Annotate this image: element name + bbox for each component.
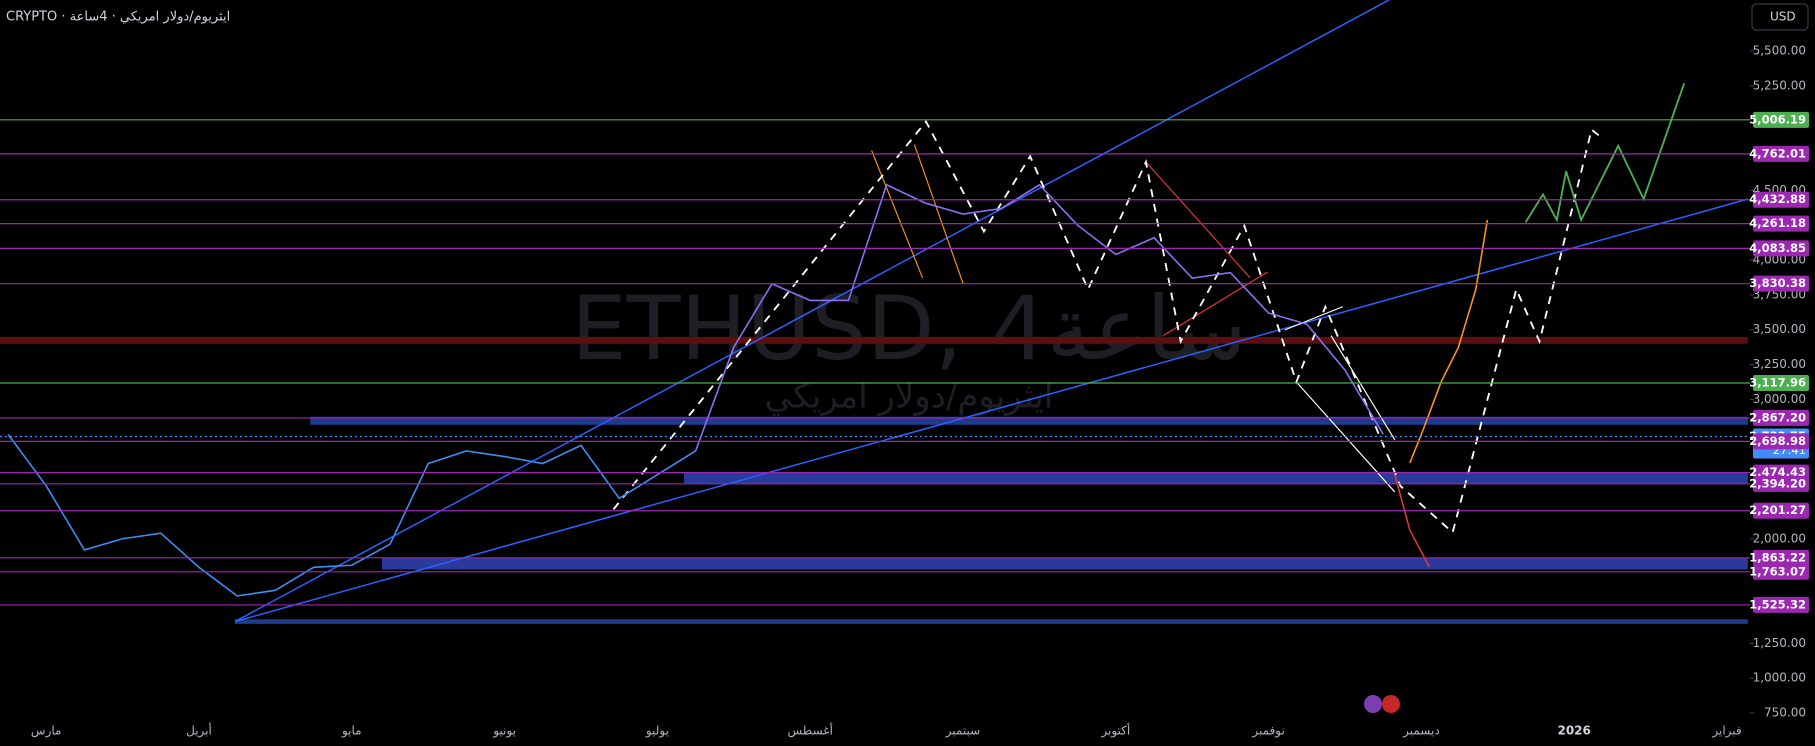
level-label: 5,006.19 — [1749, 112, 1806, 126]
level-label: 2,474.43 — [1749, 465, 1806, 479]
level-label-box — [1753, 475, 1809, 492]
y-tick-label: 3,250.00 — [1753, 357, 1806, 371]
trend-line — [913, 144, 964, 284]
level-label-box — [1753, 111, 1809, 128]
x-tick-label: نوفمبر — [1251, 724, 1284, 739]
level-label-box — [1753, 502, 1809, 519]
trend-line — [1162, 271, 1268, 337]
y-tick-label: 3,000.00 — [1753, 392, 1806, 406]
level-label-box — [1753, 563, 1809, 580]
projection-path — [1409, 219, 1489, 464]
zone — [0, 336, 1748, 344]
y-tick-label: 1,000.00 — [1753, 671, 1806, 685]
level-label-box — [1753, 549, 1809, 566]
level-label-box — [1753, 275, 1809, 292]
level-label: 1,525.32 — [1749, 597, 1806, 611]
y-tick-label: 750.00 — [1764, 705, 1806, 719]
level-label: 2,867.20 — [1749, 410, 1806, 424]
price-line — [7, 433, 697, 597]
x-tick-label: يونيو — [492, 724, 516, 739]
level-label-box — [1753, 215, 1809, 232]
level-label: 2,201.27 — [1749, 503, 1806, 517]
y-tick-label: 2,000.00 — [1753, 531, 1806, 545]
projection-path — [1524, 83, 1686, 223]
level-label: 4,083.85 — [1749, 241, 1806, 255]
currency[interactable]: USD — [1770, 10, 1796, 24]
trend-line — [234, 0, 1390, 623]
level-label-box — [1753, 409, 1809, 426]
icon[interactable] — [1382, 695, 1400, 713]
zone — [310, 416, 1748, 425]
x-tick-label: أغسطس — [787, 723, 832, 739]
x-tick-label: 2026 — [1557, 724, 1590, 738]
x-tick-label: مارس — [31, 724, 62, 739]
level-label-box — [1753, 374, 1809, 391]
channel-line — [1330, 335, 1396, 441]
level-label: 1,763.07 — [1749, 564, 1806, 578]
currency-button[interactable] — [1751, 3, 1809, 31]
watermark-title: ETHUSD, 4ساعة — [571, 277, 1247, 380]
trend-line — [1145, 161, 1251, 279]
icon[interactable] — [1364, 695, 1382, 713]
level-label: 3,117.96 — [1749, 375, 1806, 389]
price-line — [694, 183, 1384, 452]
y-tick-label: 3,500.00 — [1753, 322, 1806, 336]
level-label-box — [1753, 145, 1809, 162]
level-label: 2,394.20 — [1749, 476, 1806, 490]
x-tick-label: يوليو — [645, 724, 669, 739]
level-label-box — [1753, 191, 1809, 208]
x-tick-label: أبريل — [186, 723, 212, 739]
channel-line — [1284, 306, 1343, 331]
zone — [234, 619, 1748, 624]
zone — [381, 557, 1748, 570]
x-tick-label: فبراير — [1711, 724, 1741, 739]
level-label: 2,698.98 — [1749, 434, 1806, 448]
trend-line — [234, 198, 1749, 623]
x-tick-label: مايو — [341, 724, 362, 739]
y-tick-label: 5,250.00 — [1753, 78, 1806, 92]
level-label-box — [1753, 433, 1809, 450]
level-label: 1,863.22 — [1749, 550, 1806, 564]
y-tick-label: 1,250.00 — [1753, 636, 1806, 650]
level-label-box — [1753, 596, 1809, 613]
y-tick-label: 5,500.00 — [1753, 44, 1806, 58]
level-label: 4,432.88 — [1749, 192, 1806, 206]
x-tick-label: سبتمبر — [945, 724, 980, 739]
level-label: 4,762.01 — [1749, 146, 1806, 160]
zone — [684, 472, 1748, 484]
level-label: 4,261.18 — [1749, 216, 1806, 230]
drawings — [0, 0, 1749, 624]
projection-path — [612, 119, 1604, 535]
x-tick-label: أكتوبر — [1100, 723, 1130, 739]
plot — [7, 183, 1384, 597]
projection-path — [1394, 474, 1431, 568]
level-label: 3,830.38 — [1749, 276, 1806, 290]
header: CRYPTO · ايثريوم/دولار امريكي · 4ساعة — [6, 10, 230, 25]
trend-line — [871, 150, 924, 279]
x-tick-label: ديسمبر — [1402, 724, 1440, 739]
level-label-box — [1753, 240, 1809, 257]
